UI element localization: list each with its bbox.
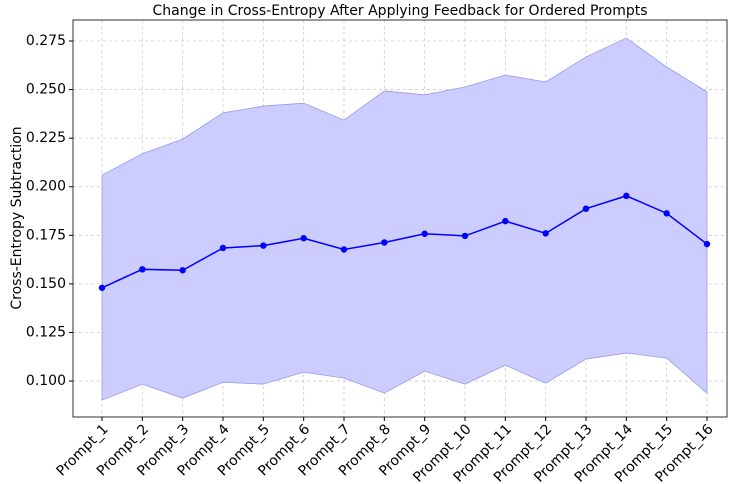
chart-title: Change in Cross-Entropy After Applying F… — [153, 3, 648, 19]
point — [703, 240, 711, 248]
y-tick-label: 0.100 — [26, 373, 66, 389]
point — [139, 266, 146, 273]
point — [663, 210, 670, 217]
point — [98, 284, 106, 291]
point — [179, 267, 186, 274]
point — [542, 230, 549, 237]
point — [300, 235, 307, 242]
point — [340, 246, 348, 253]
point — [502, 217, 509, 225]
y-tick-label: 0.175 — [26, 227, 66, 243]
plot-frame — [72, 19, 728, 418]
y-tick-label: 0.150 — [26, 276, 66, 292]
y-tick-label: 0.125 — [26, 324, 66, 340]
point — [582, 205, 590, 212]
point — [260, 242, 267, 249]
y-tick-label: 0.275 — [26, 33, 66, 49]
y-tick-label: 0.225 — [26, 130, 66, 146]
band — [101, 37, 708, 401]
line — [101, 195, 708, 289]
y-axis-label: Cross-Entropy Subtraction — [9, 126, 25, 309]
point — [461, 232, 469, 240]
point — [381, 239, 388, 246]
y-tick-label: 0.250 — [26, 82, 66, 98]
point — [623, 192, 630, 200]
point — [421, 230, 428, 237]
point — [219, 244, 227, 252]
y-tick-label: 0.200 — [26, 179, 66, 195]
